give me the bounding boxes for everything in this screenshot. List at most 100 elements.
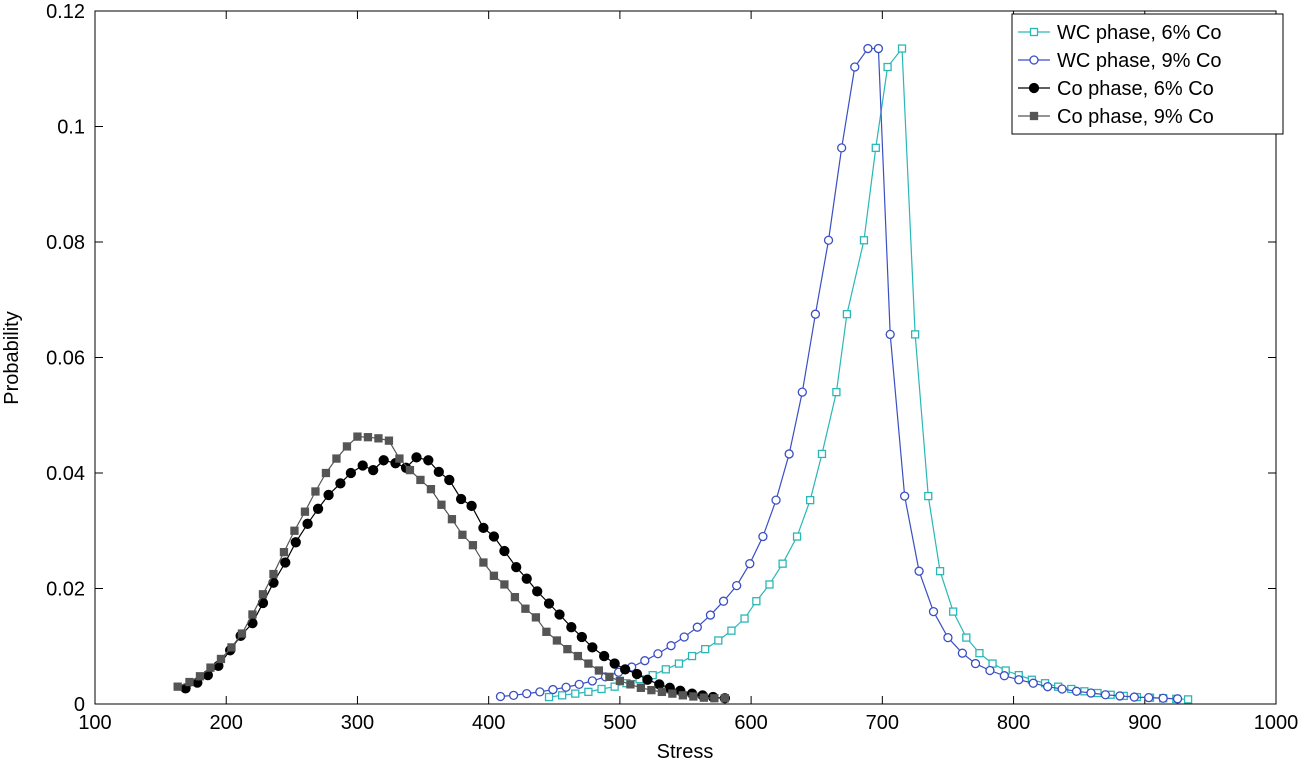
marker	[258, 590, 268, 599]
marker	[1086, 688, 1096, 698]
legend-marker	[1028, 82, 1040, 94]
marker	[610, 682, 619, 691]
marker	[1158, 693, 1168, 703]
marker	[280, 557, 291, 568]
marker	[885, 329, 895, 340]
marker	[279, 547, 289, 557]
marker	[806, 495, 815, 505]
marker	[342, 442, 352, 451]
marker	[489, 571, 499, 580]
marker	[353, 432, 362, 441]
marker	[552, 636, 562, 645]
marker	[466, 500, 477, 512]
marker	[508, 690, 519, 700]
marker	[975, 649, 984, 658]
marker	[321, 468, 331, 478]
marker	[1014, 675, 1024, 685]
y-tick-label: 0.06	[46, 348, 85, 370]
marker	[970, 658, 981, 669]
marker	[859, 236, 869, 245]
y-tick-label: 0.02	[46, 579, 85, 601]
marker	[576, 631, 587, 643]
marker	[532, 586, 543, 597]
marker	[1057, 684, 1067, 694]
marker	[674, 659, 684, 668]
marker	[544, 692, 554, 702]
marker	[899, 491, 910, 501]
marker	[778, 559, 787, 568]
marker	[426, 485, 436, 494]
marker	[832, 387, 841, 397]
marker	[631, 668, 643, 680]
marker	[206, 663, 215, 672]
marker	[300, 507, 310, 516]
marker	[384, 436, 394, 445]
marker	[521, 604, 530, 613]
marker	[740, 614, 749, 623]
marker	[949, 607, 958, 616]
marker	[850, 62, 860, 72]
marker	[657, 687, 667, 697]
marker	[455, 493, 467, 505]
marker	[531, 613, 541, 622]
marker	[710, 694, 719, 703]
marker	[752, 597, 761, 606]
marker	[924, 491, 933, 501]
marker	[689, 692, 698, 701]
x-tick-label: 500	[603, 712, 636, 734]
x-tick-label: 900	[1128, 712, 1161, 734]
marker	[542, 627, 551, 636]
marker	[468, 541, 478, 550]
series-line	[548, 46, 1189, 700]
marker	[237, 629, 247, 638]
x-tick-label: 100	[78, 712, 111, 734]
marker	[173, 682, 182, 691]
marker	[692, 622, 702, 632]
marker	[654, 679, 665, 690]
marker	[714, 636, 723, 645]
marker	[1129, 692, 1139, 702]
marker	[1043, 682, 1053, 692]
marker	[587, 676, 597, 686]
marker	[910, 330, 920, 339]
marker	[914, 566, 924, 576]
marker	[437, 500, 446, 509]
marker	[842, 310, 852, 319]
legend-marker	[1029, 111, 1039, 121]
marker	[311, 487, 320, 496]
marker	[416, 475, 425, 485]
marker	[784, 449, 794, 459]
legend-marker	[1029, 55, 1039, 65]
marker	[598, 650, 610, 662]
marker	[535, 687, 545, 697]
marker	[863, 43, 873, 54]
y-tick-label: 0.04	[46, 463, 85, 485]
marker	[1071, 686, 1082, 696]
legend-marker	[1029, 27, 1039, 37]
marker	[1144, 692, 1154, 703]
marker	[479, 558, 488, 567]
marker	[332, 454, 341, 463]
marker	[522, 688, 532, 699]
y-tick-label: 0.08	[46, 232, 85, 254]
marker	[1172, 694, 1183, 704]
marker	[647, 685, 656, 695]
marker	[653, 649, 663, 659]
marker	[871, 143, 880, 153]
marker	[357, 460, 368, 471]
marker	[574, 679, 584, 690]
x-tick-label: 700	[866, 712, 899, 734]
legend-box	[1011, 13, 1284, 135]
marker	[758, 531, 768, 542]
marker	[745, 559, 755, 569]
marker	[458, 530, 467, 539]
legend-label: WC phase, 9% Co	[1057, 50, 1222, 72]
marker	[345, 467, 357, 479]
marker	[571, 689, 580, 698]
marker	[699, 693, 709, 702]
marker	[962, 633, 971, 642]
marker	[771, 495, 781, 505]
legend-label: WC phase, 6% Co	[1057, 22, 1222, 44]
x-tick-label: 600	[734, 712, 767, 734]
marker	[883, 62, 892, 72]
